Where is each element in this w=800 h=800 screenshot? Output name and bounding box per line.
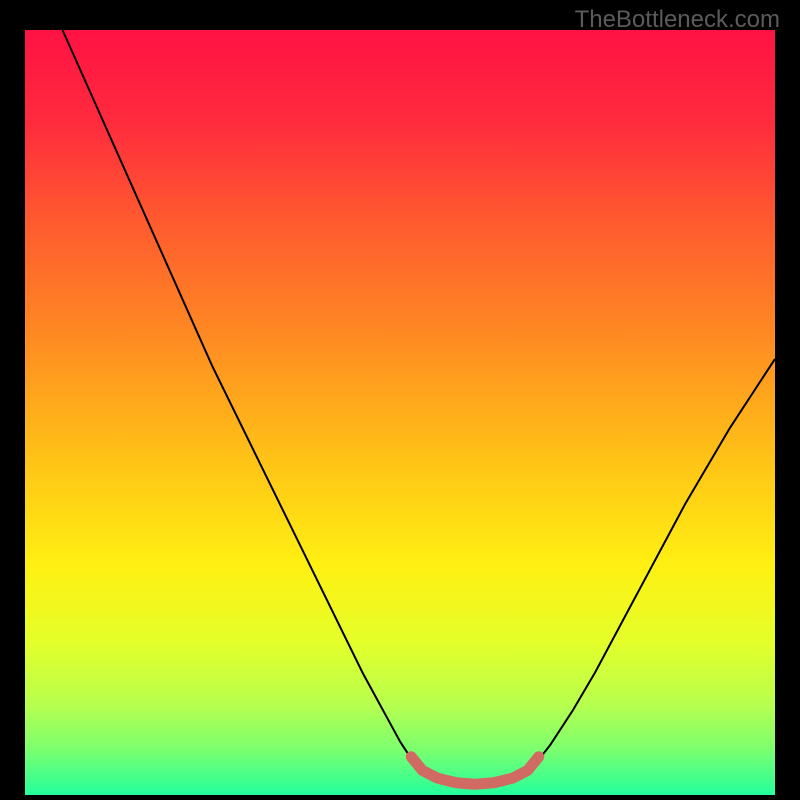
watermark-text: TheBottleneck.com	[575, 6, 780, 34]
plot-area	[25, 30, 775, 795]
plot-svg	[25, 30, 775, 795]
gradient-background	[25, 30, 775, 795]
chart-container: TheBottleneck.com	[0, 0, 800, 800]
